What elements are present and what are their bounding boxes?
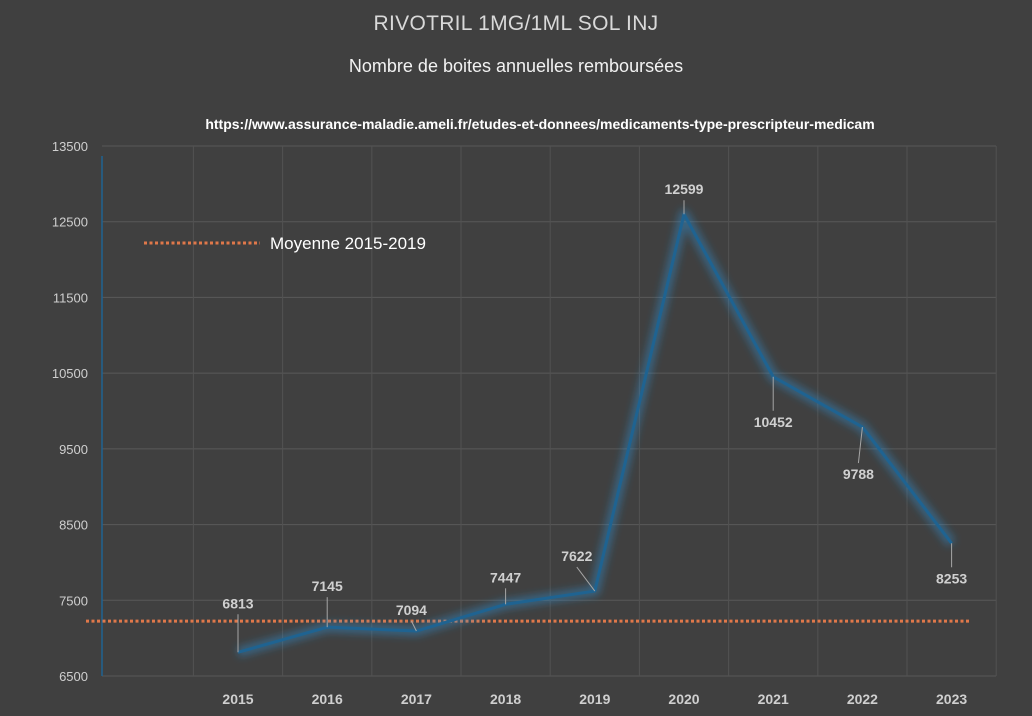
chart-subtitle: Nombre de boites annuelles remboursées [348, 56, 684, 76]
y-tick-label: 6500 [59, 669, 88, 684]
y-tick-label: 9500 [59, 442, 88, 457]
axes: 6500 7500 8500 9500 10500 11500 12500 13500 2015… [52, 139, 968, 707]
data-label: 7622 [561, 548, 592, 564]
data-label: 7145 [312, 578, 343, 594]
chart-title: RIVOTRIL 1MG/1ML SOL INJ [373, 12, 659, 35]
data-label: 9788 [843, 466, 874, 482]
data-label: 10452 [754, 414, 793, 430]
data-label-leader [410, 620, 417, 632]
y-tick-label: 13500 [52, 139, 88, 154]
x-tick-label: 2023 [936, 691, 967, 707]
data-labels: 6813 7145 7094 7447 7622 12599 10452 9788 8253 [222, 181, 967, 653]
chart-source-url: https://www.assurance-maladie.ameli.fr/e… [205, 116, 875, 132]
data-label: 7094 [396, 602, 427, 618]
x-tick-label: 2017 [401, 691, 432, 707]
data-label-leader [857, 426, 863, 464]
data-label: 12599 [665, 181, 704, 197]
x-tick-label: 2019 [579, 691, 610, 707]
data-label: 8253 [936, 570, 967, 586]
legend: Moyenne 2015-2019 [144, 234, 426, 253]
x-tick-label: 2022 [847, 691, 878, 707]
series-line [237, 212, 953, 654]
y-tick-label: 11500 [53, 290, 88, 305]
x-tick-label: 2016 [312, 691, 343, 707]
y-tick-label: 10500 [52, 366, 88, 381]
legend-label-average: Moyenne 2015-2019 [270, 234, 426, 253]
data-label: 7447 [490, 569, 521, 585]
y-tick-label: 12500 [52, 215, 88, 230]
y-tick-label: 7500 [59, 593, 88, 608]
y-tick-label: 8500 [59, 518, 88, 533]
data-label: 6813 [222, 595, 253, 611]
x-tick-label: 2020 [668, 691, 699, 707]
x-tick-label: 2018 [490, 691, 521, 707]
gridlines [102, 145, 997, 677]
x-tick-label: 2015 [222, 691, 253, 707]
series-group [236, 209, 956, 658]
data-label-leader [576, 566, 596, 592]
x-tick-label: 2021 [758, 691, 789, 707]
